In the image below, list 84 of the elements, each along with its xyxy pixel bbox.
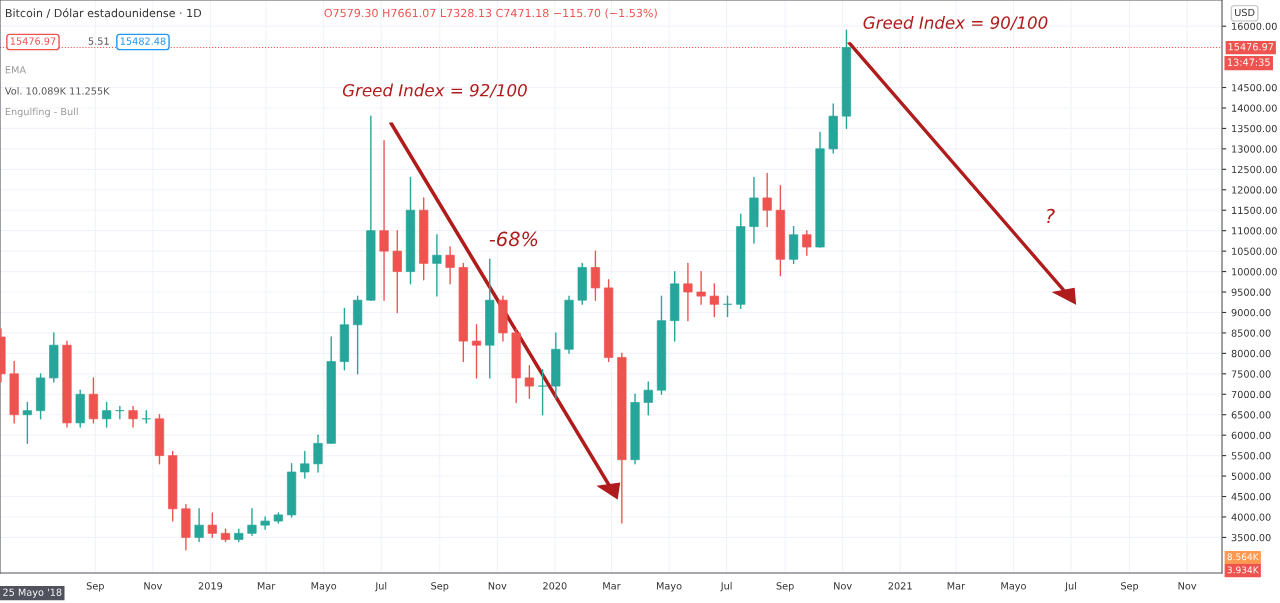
candlestick — [247, 508, 257, 537]
candlestick — [300, 450, 310, 479]
candlestick — [590, 250, 601, 301]
y-tick-label: 12000.00 — [1232, 186, 1277, 194]
x-tick-label: Mar — [257, 582, 276, 590]
y-tick-label: 14000.00 — [1232, 104, 1277, 112]
text: 25 Mayo '18 — [3, 588, 62, 598]
annotation: 15476.97 — [10, 37, 56, 45]
candlestick — [471, 324, 482, 379]
candlestick — [379, 139, 389, 301]
annotation: EMA — [5, 66, 26, 74]
candlestick — [194, 508, 204, 543]
x-tick-label: Sep — [776, 582, 794, 592]
text: 13:47:35 — [1227, 58, 1270, 66]
candlestick — [432, 234, 442, 297]
y-tick-label: 10500.00 — [1232, 247, 1277, 255]
text: Bitcoin / Dólar estadounidense · 1D — [5, 8, 202, 19]
y-tick-label: 5500.00 — [1231, 452, 1271, 460]
candlestick — [762, 172, 772, 228]
text: USD — [1235, 8, 1255, 17]
text: 8.564K — [1227, 553, 1259, 561]
y-tick-label: 16000.00 — [1232, 22, 1277, 31]
y-tick-label: 7000.00 — [1231, 390, 1271, 399]
annotation: 15482.48 — [120, 37, 166, 45]
annotation: Greed Index = 92/100 — [342, 83, 527, 98]
annotation: O7579.30 H7661.07 L7328.13 C7471.18 −115.70 (−1.53%) — [324, 8, 657, 19]
y-tick-label: 8000.00 — [1231, 349, 1271, 358]
x-tick-label: Jul — [1064, 582, 1076, 592]
x-tick-label: Jul — [374, 582, 387, 592]
y-tick-label: 7500.00 — [1231, 370, 1271, 378]
annotation: -68% — [489, 231, 538, 247]
x-tick-label: 2021 — [888, 582, 912, 590]
candlestick — [524, 364, 534, 400]
y-tick-label: 4000.00 — [1231, 513, 1271, 521]
ref-line-label: 15476.97 — [1228, 43, 1274, 51]
candlestick — [313, 434, 323, 473]
text: 3.934K — [1227, 566, 1259, 574]
candlestick — [643, 381, 653, 416]
candlestick — [392, 229, 402, 314]
annotation: Engulfing - Bull — [5, 107, 78, 118]
x-tick-label: Sep — [431, 582, 449, 592]
candlestick — [128, 405, 138, 428]
y-tick-label: 10000.00 — [1232, 268, 1277, 276]
y-tick-label: 8500.00 — [1231, 329, 1271, 337]
x-tick-label: Mar — [947, 582, 966, 590]
x-tick-label: 2020 — [543, 582, 567, 590]
x-tick-label: Sep — [1121, 582, 1139, 592]
x-tick-label: Mayo — [311, 582, 337, 592]
candlestick — [22, 401, 32, 445]
candlestick — [709, 283, 719, 318]
y-tick-label: 6500.00 — [1231, 411, 1271, 419]
x-tick-label: Sep — [86, 582, 104, 592]
y-tick-label: 13000.00 — [1232, 145, 1277, 153]
candlestick — [683, 262, 693, 322]
x-tick-label: Mayo — [656, 582, 682, 592]
y-tick-label: 14500.00 — [1232, 84, 1277, 92]
y-tick-label: 6000.00 — [1231, 431, 1271, 439]
x-tick-label: 2019 — [198, 582, 223, 590]
candlestick — [207, 512, 217, 539]
y-tick-label: 4500.00 — [1231, 493, 1271, 501]
candlestick — [802, 229, 812, 256]
candlestick — [696, 270, 706, 305]
x-tick-label: Mayo — [1001, 582, 1026, 592]
annotation: ? — [1047, 208, 1055, 224]
y-tick-label: 11500.00 — [1232, 206, 1277, 215]
x-tick-label: Nov — [144, 582, 163, 590]
y-tick-label: 11000.00 — [1232, 227, 1277, 235]
candlestick — [537, 369, 548, 416]
x-tick-label: Nov — [1178, 582, 1197, 590]
x-tick-label: Jul — [720, 582, 732, 592]
annotation: Vol. 10.089K 11.255K — [4, 87, 110, 95]
y-tick-label: 12500.00 — [1232, 165, 1277, 174]
candlestick — [445, 246, 455, 285]
annotation: 5.51 — [88, 37, 109, 45]
x-tick-label: Nov — [488, 582, 507, 590]
annotation: Greed Index = 90/100 — [863, 16, 1048, 31]
y-tick-label: 13500.00 — [1232, 124, 1277, 133]
y-tick-label: 3500.00 — [1231, 533, 1271, 542]
y-tick-label: 9000.00 — [1231, 308, 1271, 317]
y-tick-label: 5000.00 — [1231, 472, 1271, 480]
x-tick-label: Nov — [834, 582, 852, 590]
candlestick — [102, 401, 112, 428]
x-tick-label: Mar — [603, 582, 621, 590]
y-tick-label: 9500.00 — [1231, 288, 1271, 296]
